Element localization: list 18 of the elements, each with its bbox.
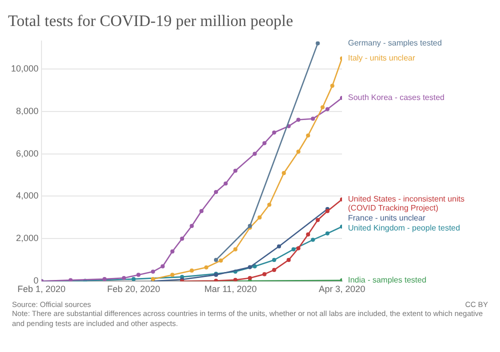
x-tick-label: Feb 1, 2020 <box>18 284 66 294</box>
chart-title: Total tests for COVID-19 per million people <box>8 12 294 30</box>
text: Germany - samples tested <box>348 38 442 48</box>
x-tick-label: Mar 11, 2020 <box>204 284 257 294</box>
y-tick-label: 8,000 <box>16 106 39 116</box>
series-label: United Kingdom - people tested <box>348 224 460 233</box>
series-label: South Korea - cases tested <box>348 93 444 102</box>
series-label: Italy - units unclear <box>348 54 416 63</box>
y-tick-label: 2,000 <box>16 233 39 244</box>
series-label: United States - inconsistent units (COVID Tracking Project) <box>348 194 465 213</box>
y-tick-label: 4,000 <box>16 190 39 201</box>
x-tick-label: Feb 20, 2020 <box>107 284 160 294</box>
text: France - units unclear <box>348 214 426 223</box>
series-label: India - samples tested <box>348 276 426 285</box>
y-tick-label: 6,000 <box>16 148 39 158</box>
x-tick-label: Apr 3, 2020 <box>318 284 366 294</box>
y-tick-label: 0 <box>34 276 39 286</box>
y-tick-label: 10,000 <box>10 63 39 74</box>
